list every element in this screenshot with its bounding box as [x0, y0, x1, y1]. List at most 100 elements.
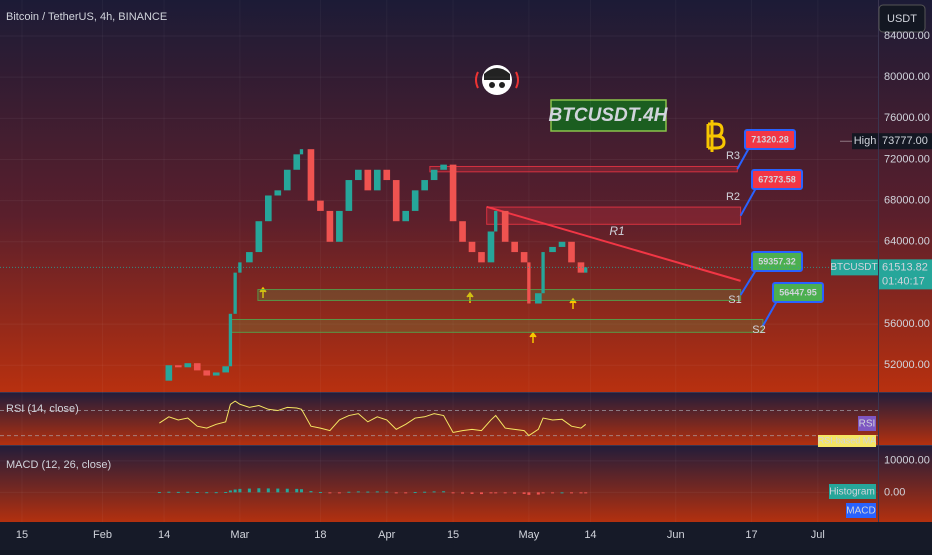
candle: [355, 169, 362, 181]
zone: [230, 318, 764, 333]
candle: [193, 363, 201, 371]
candle: [459, 221, 466, 242]
candle: [549, 246, 556, 253]
candle: [535, 293, 542, 304]
macd-bar: [470, 492, 474, 494]
level-label: R3: [726, 150, 740, 162]
macd-bar: [513, 492, 517, 494]
macd-bar: [413, 492, 417, 494]
x-tick-label: 14: [158, 529, 170, 541]
macd-bar: [579, 492, 583, 494]
candle: [520, 252, 528, 263]
candle: [293, 154, 301, 170]
macd-bar: [451, 492, 455, 494]
callout-pointer: [739, 187, 757, 217]
candle: [511, 241, 518, 253]
macd-bar: [404, 492, 408, 494]
y-tick-label: 76000.00: [884, 112, 930, 124]
zone: [486, 206, 742, 225]
macd-bar: [195, 492, 199, 494]
candle: [468, 241, 476, 253]
macd-bar: [205, 492, 209, 494]
macd-bar: [224, 491, 228, 493]
high-tag: [852, 133, 878, 150]
candle: [246, 252, 253, 263]
y-tick-label: 56000.00: [884, 318, 930, 330]
macd-bar: [309, 491, 313, 493]
y-tick-label: 52000.00: [884, 359, 930, 371]
callout-box: [744, 129, 796, 150]
rsi-line: [159, 400, 587, 437]
x-tick-label: Mar: [230, 529, 249, 541]
level-label: S2: [752, 324, 765, 336]
arrows: [259, 286, 577, 343]
candle: [203, 370, 211, 376]
time-axis: [0, 522, 932, 550]
macd-bar: [295, 488, 299, 493]
candle: [440, 164, 447, 170]
macd-title: MACD (12, 26, close): [6, 459, 111, 471]
last-value: 61513.82: [882, 261, 928, 273]
zone: [429, 165, 738, 173]
y-tick-label: 84000.00: [884, 30, 930, 42]
macd-bar: [228, 490, 232, 493]
candle: [527, 262, 531, 304]
macd-bar: [337, 492, 341, 494]
rsi-tag: [858, 416, 876, 431]
candle: [283, 169, 291, 191]
candle: [255, 221, 263, 253]
macd-bar: [266, 488, 270, 493]
macd-bar: [366, 491, 370, 493]
macd-bar: [176, 491, 180, 493]
candle: [345, 180, 353, 211]
callout-box: [772, 282, 824, 303]
currency-label[interactable]: USDT: [887, 13, 917, 25]
candle: [373, 169, 381, 191]
candle: [222, 366, 229, 373]
macd-tick-label: 0.00: [884, 486, 905, 498]
macd-bar: [461, 492, 465, 494]
macd-bar: [385, 491, 389, 493]
last-box: [879, 259, 932, 290]
x-tick-label: Apr: [378, 529, 395, 541]
macd-bar: [157, 492, 161, 494]
macd-bar: [285, 488, 289, 493]
currency-button[interactable]: [878, 4, 926, 33]
callout-pointer: [739, 269, 757, 296]
candle: [478, 252, 485, 263]
callout-label: 67373.58: [758, 174, 796, 184]
macd-bar: [257, 488, 261, 493]
candle: [165, 365, 173, 381]
macd-bar: [494, 492, 498, 494]
macd-bar: [238, 488, 242, 493]
macd-bar: [394, 492, 398, 494]
macd-bar: [503, 492, 507, 494]
x-tick-label: Feb: [93, 529, 112, 541]
macd-label: MACD: [846, 506, 875, 517]
macd-bar: [584, 492, 588, 494]
candle: [584, 267, 588, 273]
high-box: [879, 133, 932, 150]
last-name-tag: [831, 259, 878, 276]
x-tick-label: Jun: [667, 529, 685, 541]
candle: [184, 363, 192, 368]
macd-bar: [328, 492, 332, 494]
callout-label: 71320.28: [751, 134, 789, 144]
high-label: 73777.00: [882, 135, 928, 147]
candle: [265, 195, 272, 222]
annotation: BTCUSDT.4H: [549, 105, 669, 126]
macd-bar: [186, 491, 190, 493]
candle: [541, 252, 545, 294]
candle: [274, 190, 282, 196]
level-label: R2: [726, 191, 740, 203]
macd-bar: [560, 492, 564, 494]
candle: [501, 210, 509, 242]
logo: [475, 65, 519, 95]
candle: [233, 272, 237, 314]
candle: [402, 210, 410, 222]
candle: [487, 231, 495, 263]
macd-bar: [247, 488, 251, 493]
callout-box: [751, 169, 803, 190]
x-tick-label: 15: [447, 529, 459, 541]
